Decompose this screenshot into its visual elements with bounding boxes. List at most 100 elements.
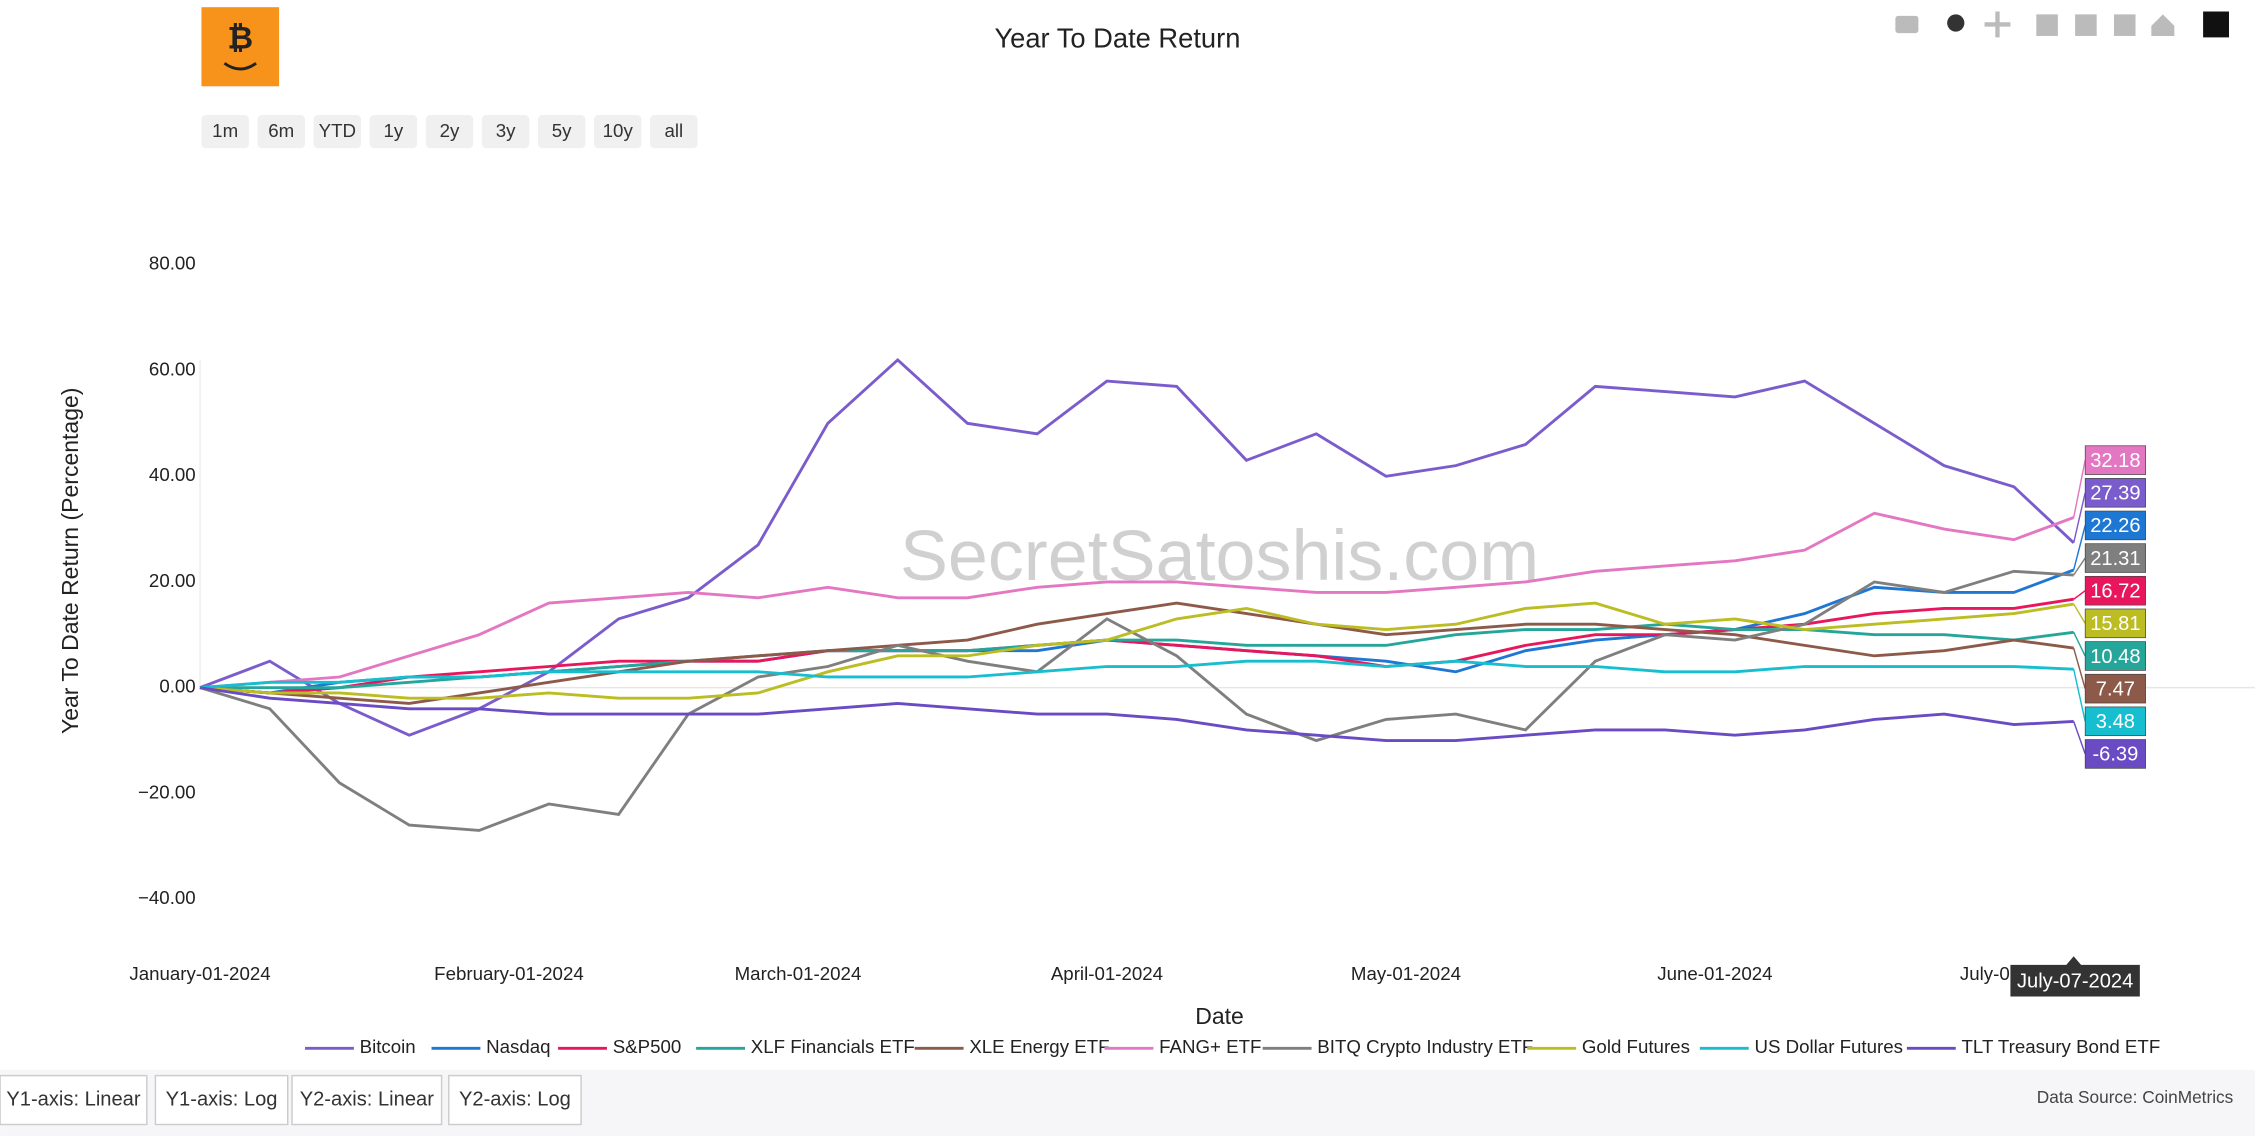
legend-label: Bitcoin <box>360 1036 416 1057</box>
legend-label: TLT Treasury Bond ETF <box>1962 1036 2161 1057</box>
end-label: 27.39 <box>2090 483 2140 505</box>
label-connector <box>2072 492 2086 544</box>
range-button[interactable] <box>594 115 642 149</box>
range-button-label: 3y <box>496 120 516 141</box>
legend-item[interactable]: US Dollar Futures <box>1699 1036 1903 1057</box>
end-label: 10.48 <box>2090 646 2140 668</box>
label-connector <box>2073 603 2086 624</box>
legend-item[interactable]: FANG+ ETF <box>1104 1036 1261 1057</box>
label-connector <box>2073 631 2086 657</box>
legend-item[interactable]: Gold Futures <box>1527 1036 1690 1057</box>
range-button-label: all <box>664 120 683 141</box>
watermark: SecretSatoshis.com <box>900 516 1539 596</box>
label-connector <box>2072 669 2086 722</box>
label-connector <box>2072 647 2086 689</box>
zoom-in-icon[interactable] <box>2036 14 2058 36</box>
y-tick-label: 20.00 <box>149 570 196 591</box>
end-label-box <box>2084 445 2146 475</box>
range-button-label: 2y <box>440 120 460 141</box>
range-button[interactable] <box>481 115 530 149</box>
axis-button[interactable] <box>0 1074 148 1126</box>
x-tick-label: May-01-2024 <box>1351 963 1461 984</box>
legend-label: BITQ Crypto Industry ETF <box>1317 1036 1533 1057</box>
legend-label: Nasdaq <box>486 1036 550 1057</box>
end-label-box <box>2084 478 2146 508</box>
series-line <box>199 569 2074 832</box>
plotly-logo[interactable] <box>2203 11 2229 38</box>
y-axis-title: Year To Date Return (Percentage) <box>57 388 83 734</box>
axis-button[interactable] <box>291 1074 443 1126</box>
label-connector <box>2072 460 2086 518</box>
end-label-box <box>2084 641 2146 671</box>
legend-label: XLE Energy ETF <box>969 1036 1109 1057</box>
home-icon[interactable] <box>2151 14 2175 36</box>
axis-button-label: Y2-axis: Linear <box>300 1088 435 1110</box>
range-button[interactable] <box>201 115 249 149</box>
label-connector <box>2073 557 2086 576</box>
end-label-box <box>2084 575 2146 606</box>
end-label-box <box>2084 543 2146 573</box>
legend-label: Gold Futures <box>1582 1036 1690 1057</box>
y-tick-label: 40.00 <box>149 464 196 485</box>
range-button[interactable] <box>257 115 305 149</box>
axis-button-label: Y2-axis: Log <box>459 1088 571 1110</box>
legend-item[interactable]: S&P500 <box>558 1036 681 1057</box>
legend-label: US Dollar Futures <box>1754 1036 1903 1057</box>
range-button[interactable] <box>650 115 698 149</box>
range-button-label: 6m <box>268 120 294 141</box>
x-tick-label: March-01-2024 <box>735 963 862 984</box>
x-tick-label: June-01-2024 <box>1657 963 1772 984</box>
legend-label: S&P500 <box>613 1036 682 1057</box>
label-connector <box>2073 590 2086 600</box>
zoom-icon[interactable] <box>1947 14 1965 32</box>
range-button-label: 5y <box>552 120 572 141</box>
zoom-out-icon[interactable] <box>2075 14 2097 36</box>
range-button[interactable] <box>425 115 474 149</box>
axis-button-label: Y1-axis: Linear <box>6 1088 141 1110</box>
axis-button[interactable] <box>448 1074 582 1126</box>
end-label-box <box>2084 739 2146 769</box>
modebar <box>1895 11 2229 38</box>
legend-item[interactable]: Nasdaq <box>431 1036 551 1057</box>
series-line <box>199 357 2075 737</box>
legend-item[interactable]: BITQ Crypto Industry ETF <box>1262 1036 1534 1057</box>
range-button-label: 1m <box>212 120 238 141</box>
legend-item[interactable]: Bitcoin <box>304 1036 416 1057</box>
y-tick-label: 0.00 <box>159 676 195 697</box>
series-line <box>199 511 2075 690</box>
series-line <box>199 601 2074 700</box>
legend-label: FANG+ ETF <box>1159 1036 1261 1057</box>
legend-item[interactable]: TLT Treasury Bond ETF <box>1906 1036 2161 1057</box>
hover-pointer <box>2065 956 2083 967</box>
label-connector <box>2072 525 2086 571</box>
axis-button-label: Y1-axis: Log <box>166 1088 278 1110</box>
range-button[interactable] <box>313 115 362 149</box>
hover-label: July-07-2024 <box>2017 970 2133 992</box>
autoscale-icon[interactable] <box>2113 14 2136 36</box>
logo[interactable] <box>201 7 280 87</box>
end-label-box <box>2084 706 2146 737</box>
camera-icon[interactable] <box>1895 15 1919 34</box>
end-label: 22.26 <box>2090 515 2140 537</box>
x-tick-label: April-01-2024 <box>1051 963 1163 984</box>
y-tick-label: −20.00 <box>138 781 196 802</box>
end-label-box <box>2084 673 2146 704</box>
axis-button[interactable] <box>154 1074 289 1126</box>
range-button[interactable] <box>537 115 586 149</box>
x-tick-label: February-01-2024 <box>434 963 584 984</box>
end-label-box <box>2084 510 2146 541</box>
range-button[interactable] <box>369 115 418 149</box>
legend-item[interactable]: XLE Energy ETF <box>914 1036 1110 1057</box>
end-label: 21.31 <box>2090 548 2140 570</box>
legend-item[interactable]: XLF Financials ETF <box>696 1036 915 1057</box>
end-label: 32.18 <box>2090 450 2140 472</box>
pan-icon[interactable] <box>1984 11 2011 38</box>
series-line <box>199 597 2074 695</box>
range-button-label: 1y <box>384 120 404 141</box>
range-button-label: 10y <box>603 120 634 141</box>
label-connector <box>2073 721 2086 755</box>
y-tick-label: 60.00 <box>149 358 196 379</box>
y-tick-label: 80.00 <box>149 253 196 274</box>
